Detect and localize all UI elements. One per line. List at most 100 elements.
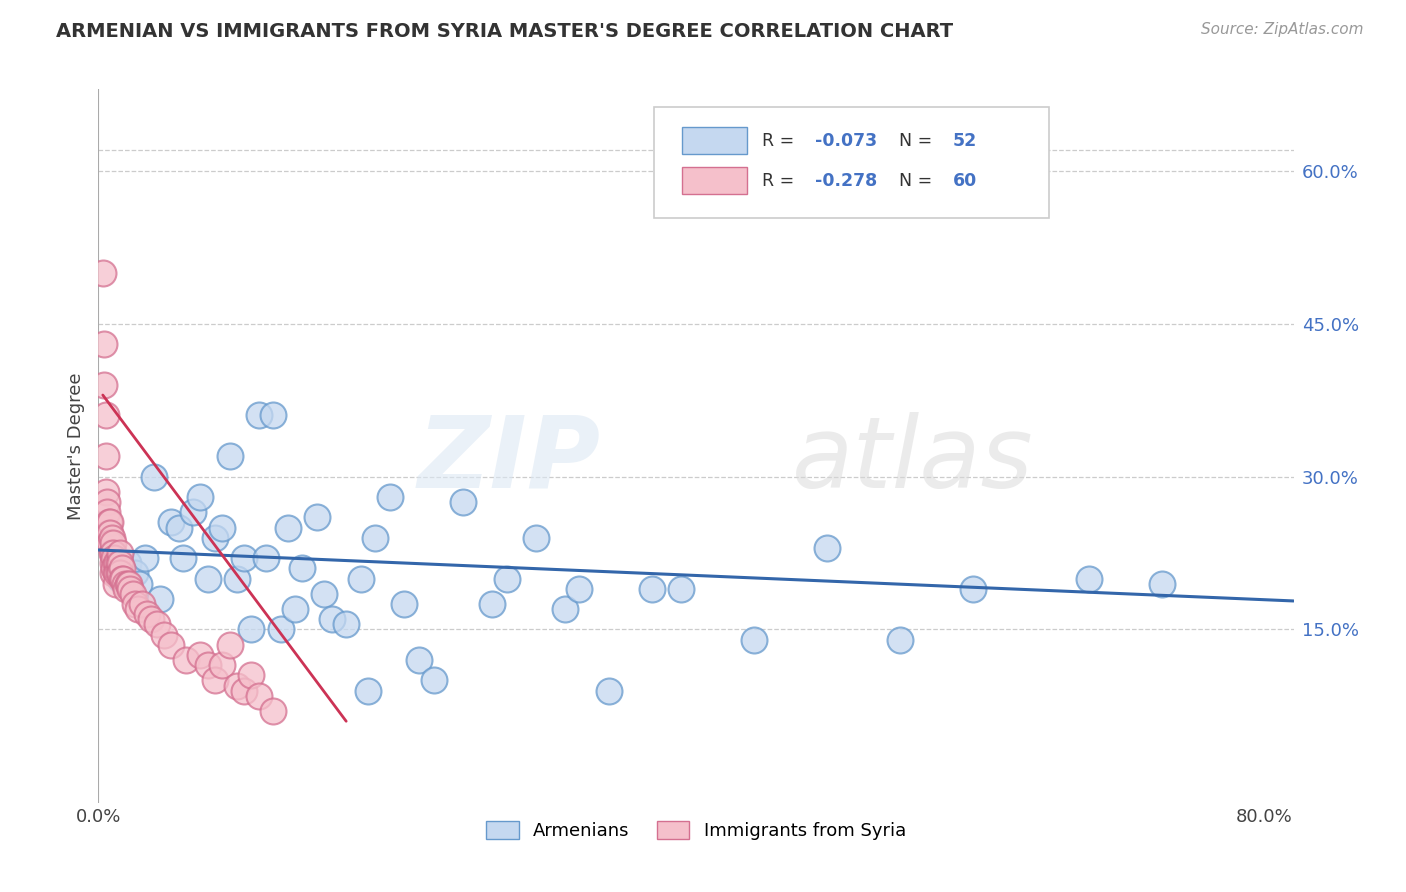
Point (190, 490, 212, 504)
Text: R =: R = (762, 171, 800, 189)
Point (815, 541, 838, 555)
Point (98, 536, 121, 550)
Y-axis label: Master's Degree: Master's Degree (66, 372, 84, 520)
Point (233, 683, 256, 698)
Point (96, 495, 118, 509)
Text: atlas: atlas (792, 412, 1033, 508)
Point (97, 525, 120, 540)
Point (1078, 572, 1101, 586)
Point (495, 572, 517, 586)
Point (218, 638, 240, 652)
Point (108, 556, 131, 570)
Point (305, 510, 328, 524)
Point (240, 668, 263, 682)
Point (110, 572, 132, 586)
Point (197, 658, 219, 673)
Point (262, 409, 284, 423)
Point (233, 551, 256, 566)
Point (394, 597, 416, 611)
Point (122, 587, 145, 601)
Point (481, 597, 503, 611)
Point (357, 683, 380, 698)
Text: -0.278: -0.278 (815, 171, 877, 189)
Point (111, 561, 134, 575)
Point (115, 582, 138, 596)
Point (98, 525, 121, 540)
Point (110, 546, 132, 560)
Point (197, 572, 219, 586)
Point (97, 516, 120, 530)
Point (277, 520, 299, 534)
Point (172, 551, 194, 566)
Point (671, 582, 693, 596)
Point (101, 546, 124, 560)
Point (110, 556, 132, 570)
Point (284, 602, 307, 616)
Point (108, 566, 131, 581)
Point (204, 531, 226, 545)
FancyBboxPatch shape (682, 127, 748, 154)
Point (117, 556, 139, 570)
Text: ARMENIAN VS IMMIGRANTS FROM SYRIA MASTER'S DEGREE CORRELATION CHART: ARMENIAN VS IMMIGRANTS FROM SYRIA MASTER… (56, 22, 953, 41)
Point (174, 653, 197, 667)
Point (247, 409, 270, 423)
Point (94, 484, 117, 499)
Point (364, 531, 387, 545)
Point (262, 704, 284, 718)
Point (98, 516, 121, 530)
Point (181, 505, 204, 519)
Point (118, 576, 141, 591)
Point (240, 623, 263, 637)
Text: -0.073: -0.073 (815, 132, 877, 150)
Point (139, 612, 162, 626)
Point (93, 337, 115, 351)
Text: N =: N = (900, 132, 938, 150)
Point (568, 582, 591, 596)
Point (93, 377, 115, 392)
Point (142, 469, 165, 483)
Point (211, 658, 233, 673)
Point (247, 689, 270, 703)
Point (524, 531, 547, 545)
Point (128, 576, 150, 591)
Point (97, 536, 120, 550)
Point (598, 683, 620, 698)
Point (134, 551, 156, 566)
Point (127, 602, 149, 616)
Point (103, 561, 125, 575)
Point (135, 607, 157, 622)
Point (120, 582, 142, 596)
Point (101, 556, 124, 570)
Point (103, 551, 125, 566)
Point (105, 566, 128, 581)
Point (742, 632, 765, 647)
FancyBboxPatch shape (654, 107, 1049, 218)
Point (378, 490, 401, 504)
Point (225, 572, 247, 586)
Point (124, 597, 146, 611)
Point (91, 266, 114, 280)
Point (153, 627, 176, 641)
Point (350, 572, 373, 586)
Text: N =: N = (900, 171, 938, 189)
Point (291, 561, 314, 575)
Point (889, 632, 911, 647)
Point (145, 617, 167, 632)
Text: 60: 60 (953, 171, 977, 189)
Legend: Armenians, Immigrants from Syria: Armenians, Immigrants from Syria (479, 814, 912, 847)
Text: 52: 52 (953, 132, 977, 150)
Point (101, 536, 124, 550)
Point (1152, 576, 1174, 591)
Point (962, 582, 984, 596)
Point (218, 449, 240, 463)
Point (131, 597, 153, 611)
Point (160, 638, 183, 652)
Point (270, 623, 292, 637)
FancyBboxPatch shape (682, 167, 748, 194)
Point (111, 572, 134, 586)
Point (422, 673, 444, 688)
Point (104, 556, 127, 570)
Point (112, 572, 135, 586)
Point (104, 576, 127, 591)
Point (114, 576, 136, 591)
